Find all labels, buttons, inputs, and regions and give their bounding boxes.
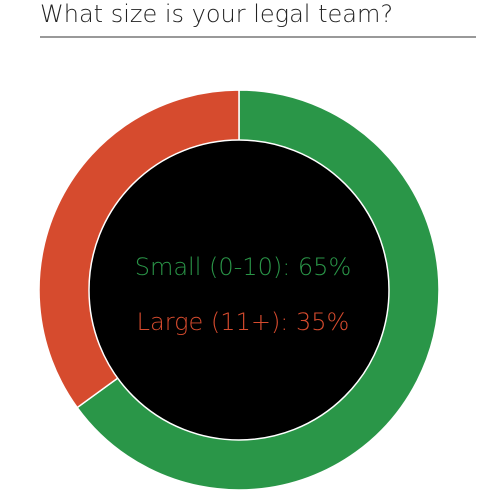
chart-title: What size is your legal team? bbox=[40, 0, 393, 28]
center-label: Small (0-10): 65% bbox=[135, 253, 352, 281]
center-label: Large (11+): 35% bbox=[137, 308, 350, 336]
donut-hole bbox=[88, 139, 390, 441]
